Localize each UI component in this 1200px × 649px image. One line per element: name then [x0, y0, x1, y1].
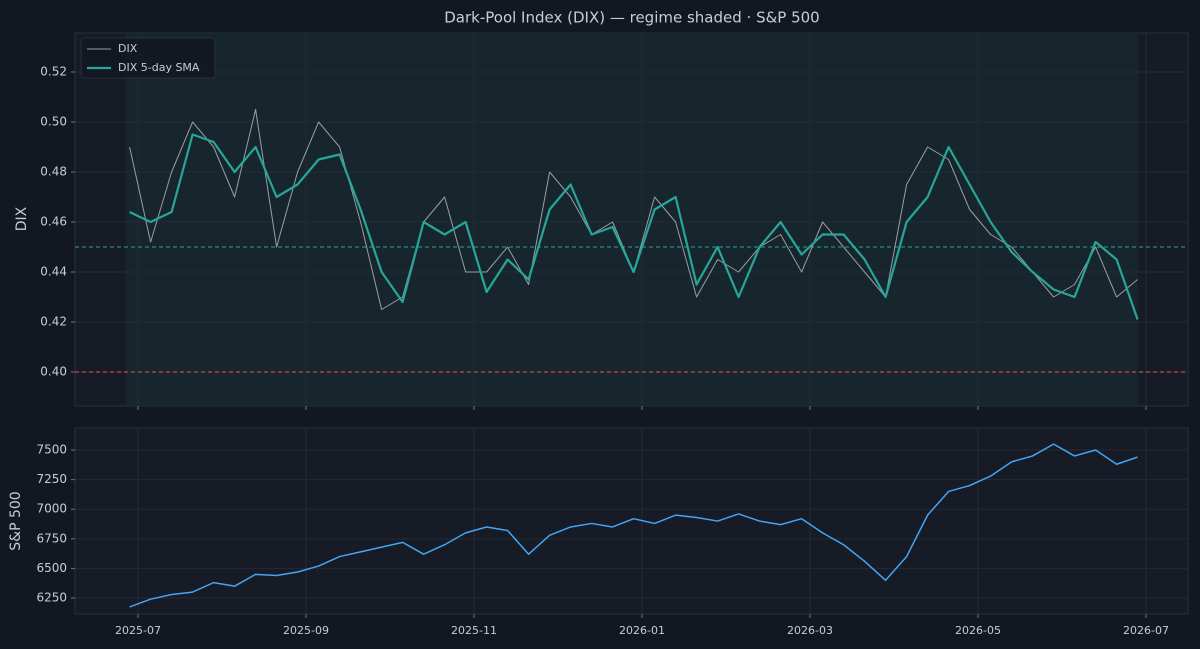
regime-shade	[126, 33, 1138, 406]
y-tick-label: 0.44	[40, 265, 67, 279]
legend-label: DIX	[118, 42, 138, 55]
y-tick-label: 6750	[36, 531, 67, 545]
y-tick-label: 0.42	[40, 315, 67, 329]
line	[129, 443, 1138, 608]
x-tick-label: 2026-01	[619, 624, 665, 637]
y-tick-label: 0.46	[40, 215, 67, 229]
x-tick-label: 2026-03	[787, 624, 833, 637]
y-tick-label: 0.52	[40, 65, 67, 79]
y-tick-label: 6500	[36, 561, 67, 575]
x-tick-label: 2025-11	[451, 624, 497, 637]
y-tick-label: 7000	[36, 502, 67, 516]
legend-box	[80, 37, 216, 79]
y-tick-label: 0.48	[40, 165, 67, 179]
y-tick-label: 0.50	[40, 115, 67, 129]
x-tick-label: 2025-09	[283, 624, 329, 637]
y-tick-label: 0.40	[40, 365, 67, 379]
x-tick-label: 2025-07	[115, 624, 161, 637]
y-tick-label: 7250	[36, 472, 67, 486]
y-axis-label: S&P 500	[8, 491, 24, 550]
y-tick-label: 6250	[36, 591, 67, 605]
plot-area	[74, 427, 1189, 615]
chart-title: Dark-Pool Index (DIX) — regime shaded · …	[444, 9, 819, 27]
x-tick-label: 2026-05	[955, 624, 1001, 637]
y-tick-label: 7500	[36, 443, 67, 457]
x-tick-label: 2026-07	[1123, 624, 1169, 637]
legend-label: DIX 5-day SMA	[118, 61, 200, 74]
y-axis-label: DIX	[14, 206, 30, 231]
line	[129, 133, 1139, 320]
